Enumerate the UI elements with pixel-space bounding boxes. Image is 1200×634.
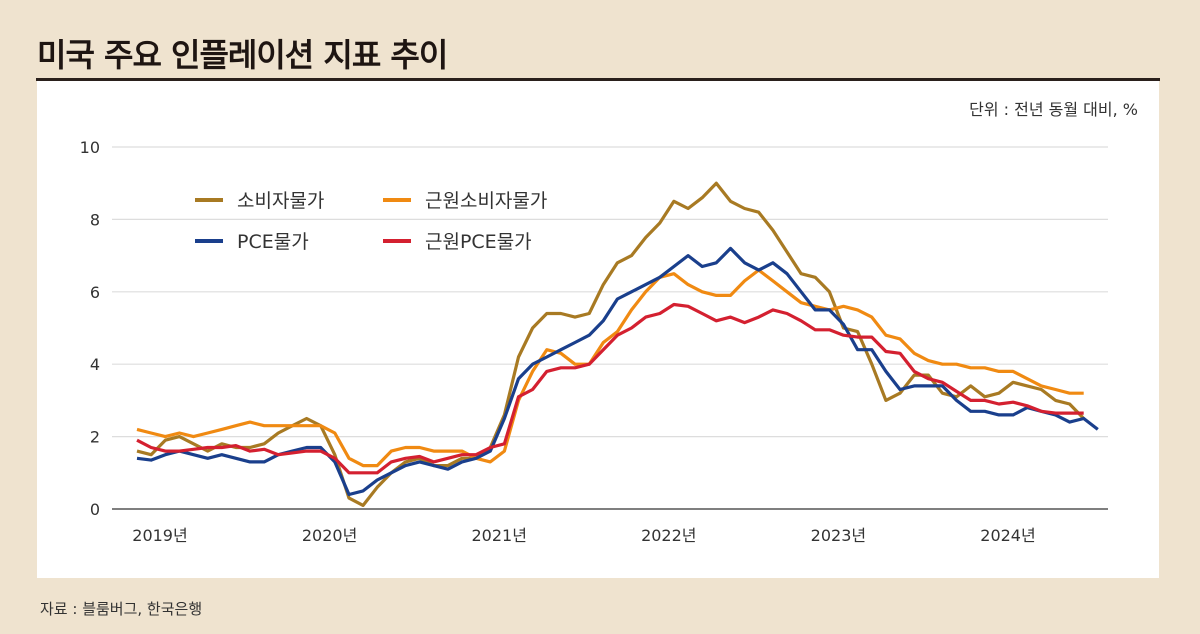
y-tick-label: 6 bbox=[90, 283, 100, 302]
y-tick-label: 4 bbox=[90, 355, 100, 374]
x-tick-label: 2022년 bbox=[641, 526, 696, 545]
legend-label: 근원소비자물가 bbox=[425, 190, 547, 212]
series-line-2 bbox=[136, 268, 1084, 468]
x-tick-label: 2019년 bbox=[132, 526, 187, 545]
legend-label: PCE물가 bbox=[237, 231, 309, 253]
title-divider bbox=[36, 78, 1160, 81]
series-line-4 bbox=[136, 302, 1084, 475]
x-tick-label: 2024년 bbox=[980, 526, 1035, 545]
unit-note: 단위 : 전년 동월 대비, % bbox=[969, 100, 1138, 119]
legend-label: 근원PCE물가 bbox=[425, 231, 532, 253]
series-line-3 bbox=[136, 246, 1099, 497]
chart-panel bbox=[37, 81, 1159, 578]
y-tick-label: 2 bbox=[90, 428, 100, 447]
x-tick-label: 2021년 bbox=[471, 526, 526, 545]
y-tick-label: 0 bbox=[90, 500, 100, 519]
source-note: 자료 : 블룸버그, 한국은행 bbox=[40, 600, 203, 618]
y-tick-label: 10 bbox=[80, 138, 100, 157]
legend-label: 소비자물가 bbox=[237, 190, 324, 212]
x-tick-label: 2020년 bbox=[302, 526, 357, 545]
y-tick-label: 8 bbox=[90, 210, 100, 229]
chart-title: 미국 주요 인플레이션 지표 추이 bbox=[37, 36, 448, 74]
x-tick-label: 2023년 bbox=[811, 526, 866, 545]
